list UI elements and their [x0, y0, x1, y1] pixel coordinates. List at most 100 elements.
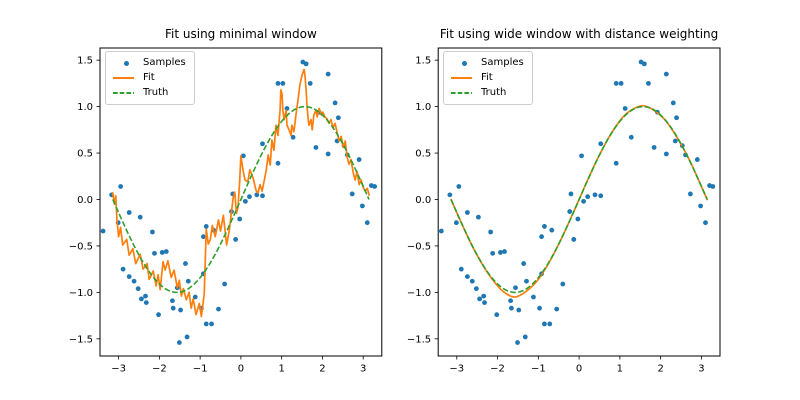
sample-point [598, 141, 604, 147]
sample-point [139, 296, 144, 302]
sample-point [131, 278, 137, 284]
sample-point [628, 134, 634, 140]
sample-point [209, 321, 214, 327]
sample-point [571, 237, 577, 242]
sample-point [710, 184, 716, 189]
legend-item-fit: Fit [113, 71, 186, 85]
sample-point [260, 141, 265, 147]
x-tick-label: −2 [152, 364, 167, 375]
sample-point [567, 209, 573, 214]
sample-point [641, 61, 647, 67]
sample-point [663, 71, 669, 77]
fit-line-icon [113, 76, 143, 80]
sample-point [364, 220, 370, 226]
x-tick-label: 2 [657, 364, 663, 375]
sample-point [622, 106, 628, 111]
y-tick-label: 0.0 [415, 195, 431, 206]
sample-point [126, 210, 132, 215]
legend-item-fit: Fit [451, 71, 524, 85]
legend-label-samples: Samples [481, 57, 524, 68]
y-tick-label: −1.5 [69, 334, 93, 345]
sample-point [303, 61, 309, 67]
sample-point [703, 220, 708, 226]
sample-point [502, 249, 507, 254]
sample-point [674, 115, 679, 121]
sample-point [531, 294, 536, 300]
subplot-right: −3 −2 −1 0 1 2 3 −1.5 −1.0 −0.5 0.0 0.5 1.0 1.5 [407, 47, 721, 375]
sample-point [670, 100, 676, 106]
x-tick-label: −1 [193, 364, 208, 375]
sample-point [698, 203, 703, 209]
y-tick-label: 0.5 [415, 149, 431, 160]
sample-point [549, 227, 555, 233]
sample-point [508, 298, 514, 304]
sample-point [178, 307, 183, 313]
samples-dot-marker-icon [113, 60, 143, 66]
legend-item-samples: Samples [113, 56, 186, 70]
sample-point [170, 298, 175, 304]
sample-point [539, 234, 544, 240]
sample-point [618, 80, 624, 86]
legend-label-fit: Fit [481, 72, 493, 83]
y-tick-label: 0.5 [77, 149, 93, 160]
sample-point [464, 274, 470, 279]
sample-point [290, 134, 296, 140]
sample-point [476, 214, 481, 220]
sample-point [646, 80, 651, 86]
sample-point [521, 261, 527, 266]
sample-point [137, 214, 143, 220]
fit-line [450, 104, 708, 298]
sample-point [458, 266, 464, 272]
sample-point [356, 157, 362, 162]
x-tick-label: 0 [238, 364, 244, 375]
sample-point [216, 306, 221, 312]
sample-point [694, 157, 700, 162]
sample-point [453, 220, 459, 226]
x-tick-label: 1 [278, 364, 284, 375]
sample-point [575, 216, 581, 222]
x-tick-label: −2 [490, 364, 505, 375]
sample-point [349, 191, 355, 197]
sample-point [260, 193, 265, 199]
sample-point [325, 151, 331, 157]
sample-point [335, 115, 341, 121]
sample-point [307, 80, 313, 86]
sample-point [170, 305, 176, 311]
sample-point [447, 192, 453, 198]
sample-point [275, 160, 281, 166]
sample-point [185, 278, 191, 284]
sample-point [522, 334, 528, 340]
sample-point [192, 294, 198, 300]
x-tick-label: 1 [617, 364, 623, 375]
samples-dot-marker-icon [451, 60, 481, 66]
legend-label-truth: Truth [143, 87, 169, 98]
sample-point [554, 306, 560, 312]
y-tick-label: −0.5 [407, 241, 431, 252]
x-tick-label: 2 [319, 364, 325, 375]
subplot-left-title: Fit using minimal window [164, 27, 317, 41]
sample-point [159, 250, 165, 255]
legend-label-fit: Fit [143, 72, 155, 83]
sample-point [613, 80, 619, 86]
sample-point [325, 71, 331, 77]
sample-point [183, 261, 188, 266]
sample-point [473, 286, 479, 292]
sample-point [477, 296, 483, 302]
sample-point [482, 300, 487, 305]
axes-frame [99, 47, 383, 357]
legend-label-samples: Samples [143, 57, 186, 68]
truth-dashed-line-icon [451, 91, 481, 95]
sample-point [143, 300, 149, 305]
legend-right: Samples Fit Truth [443, 51, 533, 105]
y-tick-label: 1.0 [415, 102, 431, 113]
y-tick-label: 1.5 [415, 56, 431, 67]
x-tick-label: 3 [698, 364, 704, 375]
fit-line-icon [451, 76, 481, 80]
sample-point [242, 198, 248, 204]
legend-left: Samples Fit Truth [105, 51, 195, 105]
sample-point [498, 250, 503, 255]
sample-point [509, 305, 514, 311]
sample-point [200, 234, 206, 240]
sample-point [203, 224, 209, 229]
